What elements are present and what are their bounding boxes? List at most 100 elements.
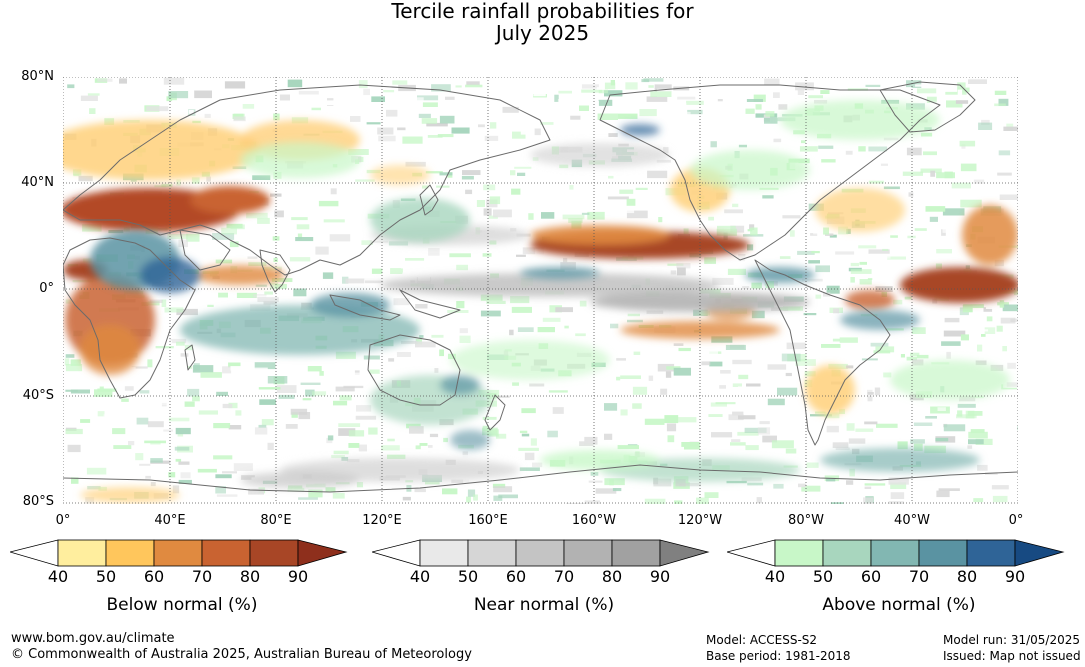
noise-cell (738, 374, 749, 380)
noise-cell (625, 82, 638, 90)
noise-cell (911, 327, 926, 334)
noise-cell (236, 292, 257, 298)
noise-cell (868, 249, 890, 254)
noise-cell (618, 113, 638, 119)
noise-cell (728, 414, 744, 421)
noise-cell (305, 389, 315, 397)
noise-cell (213, 423, 231, 429)
noise-cell (310, 273, 317, 281)
noise-cell (119, 78, 127, 84)
noise-cell (757, 134, 763, 139)
noise-cell (244, 283, 260, 287)
noise-cell (619, 189, 634, 194)
noise-cell (747, 229, 753, 232)
noise-cell (355, 179, 375, 182)
legend-tick: 60 (143, 567, 165, 586)
noise-cell (426, 447, 444, 456)
noise-cell (540, 122, 554, 125)
noise-cell (867, 278, 873, 280)
noise-cell (810, 414, 832, 417)
legend-tick: 50 (812, 567, 834, 586)
noise-cell (864, 483, 886, 486)
noise-cell (520, 338, 542, 342)
noise-cell (355, 415, 377, 420)
noise-cell (904, 296, 912, 300)
noise-cell (418, 113, 431, 118)
noise-cell (547, 430, 558, 438)
noise-cell (699, 310, 710, 316)
noise-cell (308, 489, 323, 498)
noise-cell (803, 257, 809, 266)
noise-cell (818, 145, 834, 149)
noise-cell (641, 79, 650, 83)
noise-cell (393, 298, 410, 306)
noise-cell (130, 178, 137, 182)
noise-cell (564, 325, 569, 329)
noise-cell (233, 116, 246, 122)
noise-cell (218, 292, 228, 298)
noise-cell (1000, 317, 1016, 324)
noise-cell (161, 183, 173, 188)
legend-swatch-under (727, 539, 776, 567)
noise-cell (581, 89, 602, 93)
noise-cell (220, 383, 238, 390)
noise-cell (596, 87, 605, 90)
noise-cell (838, 226, 849, 235)
noise-cell (771, 248, 794, 253)
website-link[interactable]: www.bom.gov.au/climate (11, 631, 175, 646)
noise-cell (275, 360, 294, 366)
noise-cell (677, 267, 686, 276)
noise-cell (150, 398, 168, 406)
noise-cell (997, 172, 1012, 176)
noise-cell (139, 463, 151, 466)
noise-cell (795, 82, 814, 91)
noise-cell (291, 217, 308, 221)
noise-cell (604, 385, 621, 392)
noise-cell (482, 253, 492, 257)
noise-cell (214, 426, 234, 434)
noise-cell (537, 185, 551, 194)
noise-cell (687, 109, 703, 115)
noise-cell (192, 365, 214, 373)
noise-cell (225, 243, 232, 248)
noise-cell (592, 180, 611, 188)
noise-cell (674, 500, 683, 504)
noise-cell (773, 92, 780, 98)
noise-cell (381, 430, 393, 433)
noise-cell (648, 85, 654, 88)
noise-cell (407, 97, 424, 104)
noise-cell (541, 212, 555, 219)
noise-cell (519, 430, 528, 434)
noise-cell (297, 233, 303, 240)
noise-cell (333, 450, 349, 455)
noise-cell (581, 84, 599, 89)
model-run-date: Model run: 31/05/2025 (943, 633, 1081, 647)
legend-tick: 80 (239, 567, 261, 586)
noise-cell (371, 268, 383, 274)
noise-cell (215, 259, 233, 264)
legend-tick: 40 (764, 567, 786, 586)
lon-label-120e: 120°E (362, 513, 402, 528)
lon-label-120w: 120°W (677, 513, 723, 528)
noise-cell (515, 393, 529, 401)
noise-cell (193, 363, 200, 371)
noise-cell (717, 225, 736, 229)
noise-cell (528, 213, 534, 220)
legend-swatch (822, 539, 872, 567)
noise-cell (199, 431, 207, 434)
noise-cell (276, 385, 297, 393)
noise-cell (883, 137, 899, 141)
legend-swatch (249, 539, 299, 567)
legend-swatch (153, 539, 203, 567)
noise-cell (826, 477, 836, 482)
noise-cell (868, 180, 884, 184)
legend-tick: 50 (457, 567, 479, 586)
lon-label-0-left: 0° (55, 513, 71, 528)
noise-cell (335, 386, 355, 392)
noise-cell (516, 254, 526, 257)
noise-cell (895, 437, 902, 443)
noise-cell (825, 233, 834, 236)
noise-cell (554, 94, 559, 102)
legend-tick: 60 (860, 567, 882, 586)
noise-cell (955, 100, 969, 104)
